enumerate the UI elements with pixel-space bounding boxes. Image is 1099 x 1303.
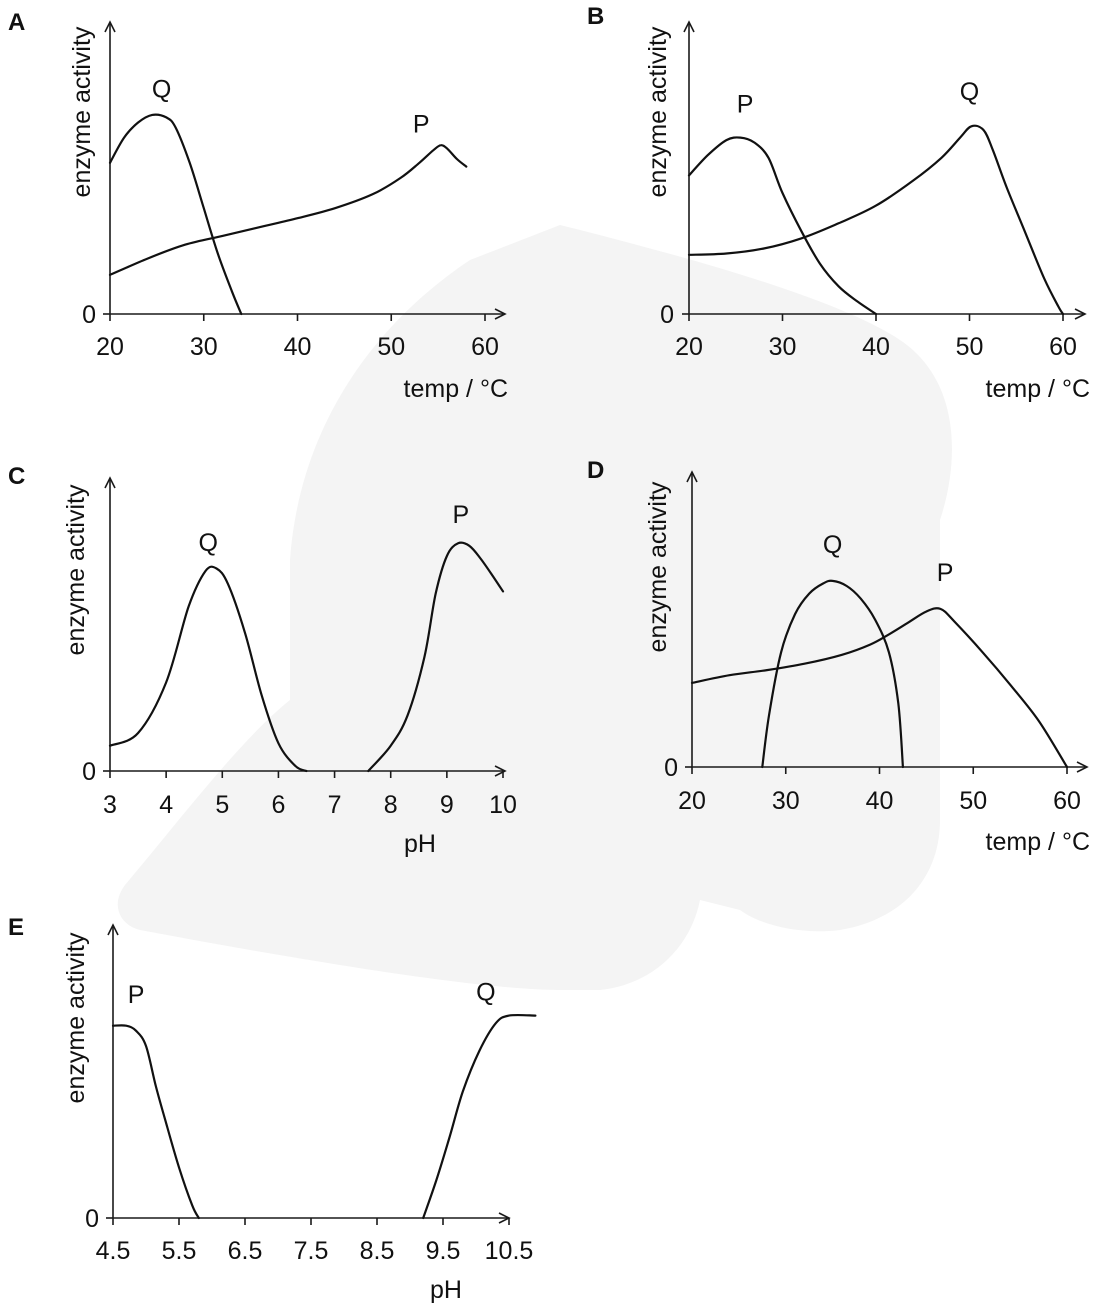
y-axis-title: enzyme activity [68, 26, 96, 197]
y-axis-title: enzyme activity [644, 481, 672, 652]
x-tick-label: 8 [384, 791, 398, 819]
x-tick-label: 4.5 [96, 1237, 131, 1265]
x-tick-label: 50 [959, 787, 987, 815]
curve-label-q: Q [476, 978, 495, 1006]
curve-label-p: P [737, 90, 754, 118]
x-tick-label: 6 [271, 791, 285, 819]
curve-label-q: Q [199, 529, 218, 557]
chart-panel-b: B 020 30 40 50 60 enzyme activity temp / °C P Q [587, 3, 1090, 403]
curve-label-p: P [937, 559, 954, 587]
x-tick-label: 10 [489, 791, 517, 819]
y-tick-label: 0 [664, 754, 678, 782]
curve-q [108, 113, 243, 316]
chart-panel-d: D 020 30 40 50 60 enzyme activity temp / °C Q P [587, 457, 1090, 856]
y-tick-label: 0 [85, 1205, 99, 1233]
x-tick-label: 20 [678, 787, 706, 815]
curve-label-p: P [413, 111, 430, 139]
x-axis-arrow [494, 308, 507, 320]
panel-letter: E [8, 914, 24, 941]
curve-p [690, 607, 1069, 769]
x-tick-label: 60 [471, 333, 499, 361]
panel-letter: A [8, 9, 25, 36]
x-tick-label: 50 [956, 333, 984, 361]
x-tick-label: 30 [772, 787, 800, 815]
y-axis-title: enzyme activity [62, 932, 90, 1103]
curve-label-q: Q [823, 531, 842, 559]
x-tick-label: 6.5 [228, 1237, 263, 1265]
curve-label-q: Q [152, 75, 171, 103]
x-tick-label: 40 [284, 333, 312, 361]
y-tick-label: 0 [82, 301, 96, 329]
x-axis-title: pH [404, 830, 436, 858]
panel-letter: C [8, 463, 25, 490]
x-tick-label: 20 [96, 333, 124, 361]
x-tick-label: 4 [159, 791, 173, 819]
curve-q [761, 579, 904, 769]
panel-letter: D [587, 457, 604, 484]
curve-p [111, 1024, 200, 1220]
y-tick-label: 0 [82, 758, 96, 786]
curve-p [108, 144, 468, 276]
x-tick-label: 60 [1053, 787, 1081, 815]
x-tick-label: 9 [440, 791, 454, 819]
x-tick-label: 5 [215, 791, 229, 819]
y-axis-arrow [104, 476, 116, 489]
y-axis-arrow [686, 470, 698, 483]
curve-label-p: P [128, 981, 145, 1009]
x-tick-label: 8.5 [360, 1237, 395, 1265]
curve-label-q: Q [960, 78, 979, 106]
x-axis-title: temp / °C [404, 375, 508, 403]
curve-q [108, 565, 308, 773]
x-tick-label: 5.5 [162, 1237, 197, 1265]
x-tick-label: 30 [190, 333, 218, 361]
x-tick-label: 10.5 [485, 1237, 534, 1265]
y-axis-title: enzyme activity [644, 26, 672, 197]
curve-p [687, 136, 878, 316]
chart-panel-e: E 0 4.5 5.5 6.5 7.5 8.5 9.5 10.5 enzyme activity p… [8, 914, 537, 1303]
chart-panel-c: C 03 4 5 6 7 8 9 10 enzyme activity pH Q P [8, 463, 517, 858]
x-axis-title: pH [430, 1276, 462, 1303]
x-tick-label: 30 [769, 333, 797, 361]
y-axis-arrow [104, 20, 116, 33]
curve-q [687, 124, 1065, 316]
x-axis-title: temp / °C [986, 375, 1090, 403]
x-tick-label: 7.5 [294, 1237, 329, 1265]
y-axis-arrow [107, 923, 119, 936]
x-axis-arrow [1074, 308, 1087, 320]
chart-panel-a: A 020 30 40 50 60 enzyme activity temp / °C Q P [8, 9, 508, 403]
y-axis-arrow [683, 20, 695, 33]
x-tick-label: 9.5 [426, 1237, 461, 1265]
x-tick-label: 50 [377, 333, 405, 361]
curve-p [367, 541, 505, 773]
curve-label-p: P [453, 501, 470, 529]
x-tick-label: 20 [675, 333, 703, 361]
y-tick-label: 0 [660, 301, 674, 329]
curve-q [422, 1013, 537, 1220]
y-axis-title: enzyme activity [62, 484, 90, 655]
x-axis-title: temp / °C [986, 828, 1090, 856]
x-axis-arrow [1076, 761, 1089, 773]
x-tick-label: 40 [866, 787, 894, 815]
x-tick-label: 40 [862, 333, 890, 361]
x-tick-label: 3 [103, 791, 117, 819]
panel-letter: B [587, 3, 604, 30]
x-axis-arrow [494, 765, 507, 777]
watermark-logo [117, 225, 952, 990]
x-tick-label: 60 [1049, 333, 1077, 361]
x-tick-label: 7 [328, 791, 342, 819]
